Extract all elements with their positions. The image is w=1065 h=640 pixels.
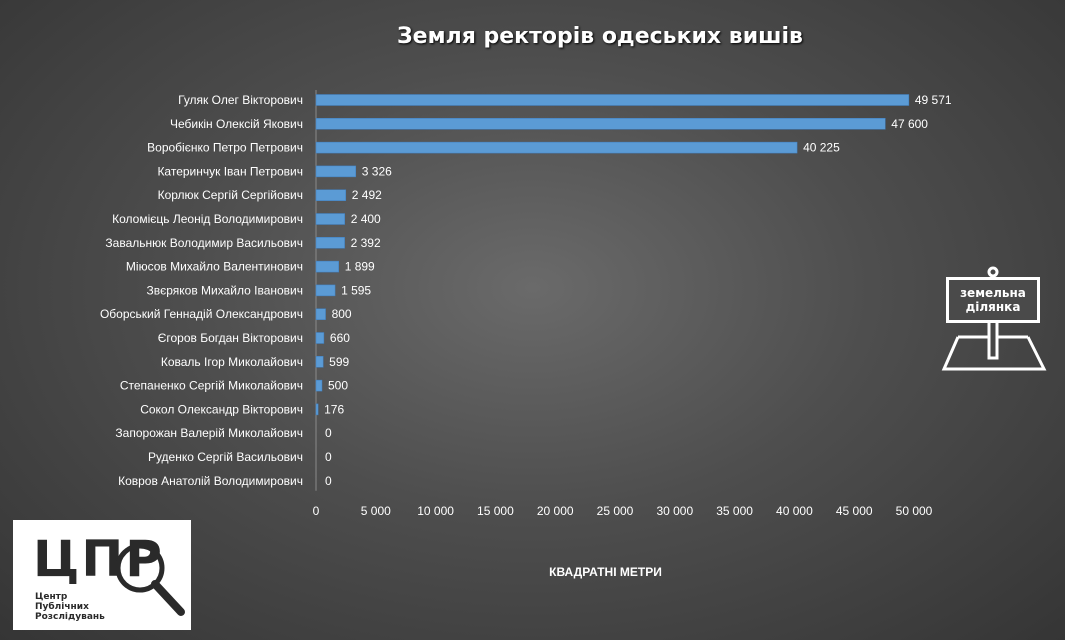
data-label: 2 492: [352, 188, 382, 202]
data-label: 500: [328, 379, 348, 393]
data-label: 0: [325, 450, 332, 464]
bar: [315, 141, 798, 154]
data-label: 0: [325, 426, 332, 440]
bar: [315, 165, 357, 178]
bar: [315, 356, 324, 368]
category-label: Коваль Ігор Миколайович: [161, 355, 303, 369]
data-label: 0: [325, 474, 332, 488]
category-label: Гуляк Олег Вікторович: [178, 93, 303, 107]
category-label: Воробієнко Петро Петрович: [147, 141, 303, 155]
category-label: Катеринчук Іван Петрович: [157, 164, 303, 178]
bar: [315, 189, 347, 201]
sign-text-line1: земельна: [960, 286, 1026, 300]
category-label: Руденко Сергій Васильович: [148, 450, 303, 464]
category-label: Завальнюк Володимир Васильович: [105, 236, 303, 250]
data-label: 1 899: [345, 260, 375, 274]
category-label: Коломієць Леонід Володимирович: [112, 212, 303, 226]
sign-board: земельна ділянка: [946, 277, 1040, 323]
x-axis-label: КВАДРАТНІ МЕТРИ: [549, 565, 662, 579]
logo-line3: Розслідувань: [35, 612, 105, 622]
category-label: Міюсов Михайло Валентинович: [126, 260, 303, 274]
magnifier-icon: [115, 543, 185, 616]
chart-title: Земля ректорів одеських вишів: [397, 24, 803, 49]
category-label: Сокол Олександр Вікторович: [140, 402, 303, 416]
logo-line2: Публічних: [35, 602, 89, 612]
data-label: 1 595: [341, 283, 371, 297]
bar: [315, 403, 319, 416]
bar: [315, 332, 325, 344]
x-tick-label: 45 000: [836, 504, 873, 518]
land-plot-sign-icon: земельна ділянка: [940, 265, 1048, 373]
x-tick-label: 0: [313, 504, 320, 518]
sign-drawing: [941, 266, 1047, 371]
bar: [315, 284, 336, 297]
category-label: Степаненко Сергій Миколайович: [120, 379, 303, 393]
logo-line1: Центр: [35, 592, 68, 602]
x-tick-label: 10 000: [417, 504, 454, 518]
bar: [315, 379, 323, 392]
bar: [315, 237, 345, 249]
x-tick-label: 40 000: [776, 504, 813, 518]
data-label: 2 392: [351, 236, 381, 250]
x-tick-label: 20 000: [537, 504, 574, 518]
data-label: 660: [330, 331, 350, 345]
logo-letters: ЦПР: [33, 530, 164, 588]
category-label: Єгоров Богдан Вікторович: [158, 331, 303, 345]
data-label: 49 571: [915, 93, 952, 107]
bar: [315, 308, 326, 320]
category-label: Запорожан Валерій Миколайович: [115, 426, 303, 440]
x-tick-label: 30 000: [656, 504, 693, 518]
category-label: Ковров Анатолій Володимирович: [118, 474, 303, 488]
category-label: Оборський Геннадій Олександрович: [100, 307, 303, 321]
data-label: 800: [332, 307, 352, 321]
sign-text-line2: ділянка: [965, 300, 1021, 314]
x-tick-label: 15 000: [477, 504, 514, 518]
data-label: 40 225: [803, 141, 840, 155]
bar: [315, 118, 886, 130]
logo-subtitle: Центр Публічних Розслідувань: [35, 592, 155, 622]
category-label: Корлюк Сергій Сергійович: [158, 188, 303, 202]
x-tick-label: 50 000: [896, 504, 933, 518]
data-label: 176: [324, 402, 344, 416]
category-label: Чебикін Олексій Якович: [170, 117, 303, 131]
data-label: 47 600: [891, 117, 928, 131]
data-label: 2 400: [351, 212, 381, 226]
x-tick-label: 5 000: [361, 504, 391, 518]
data-label: 3 326: [362, 164, 392, 178]
x-tick-label: 35 000: [716, 504, 753, 518]
cpr-logo: ЦПР Центр Публічних Розслідувань: [13, 520, 191, 630]
bar: [315, 260, 339, 273]
bar: [315, 213, 345, 225]
x-tick-label: 25 000: [597, 504, 634, 518]
bar: [315, 94, 910, 106]
data-label: 599: [329, 355, 349, 369]
category-label: Звєряков Михайло Іванович: [146, 283, 303, 297]
